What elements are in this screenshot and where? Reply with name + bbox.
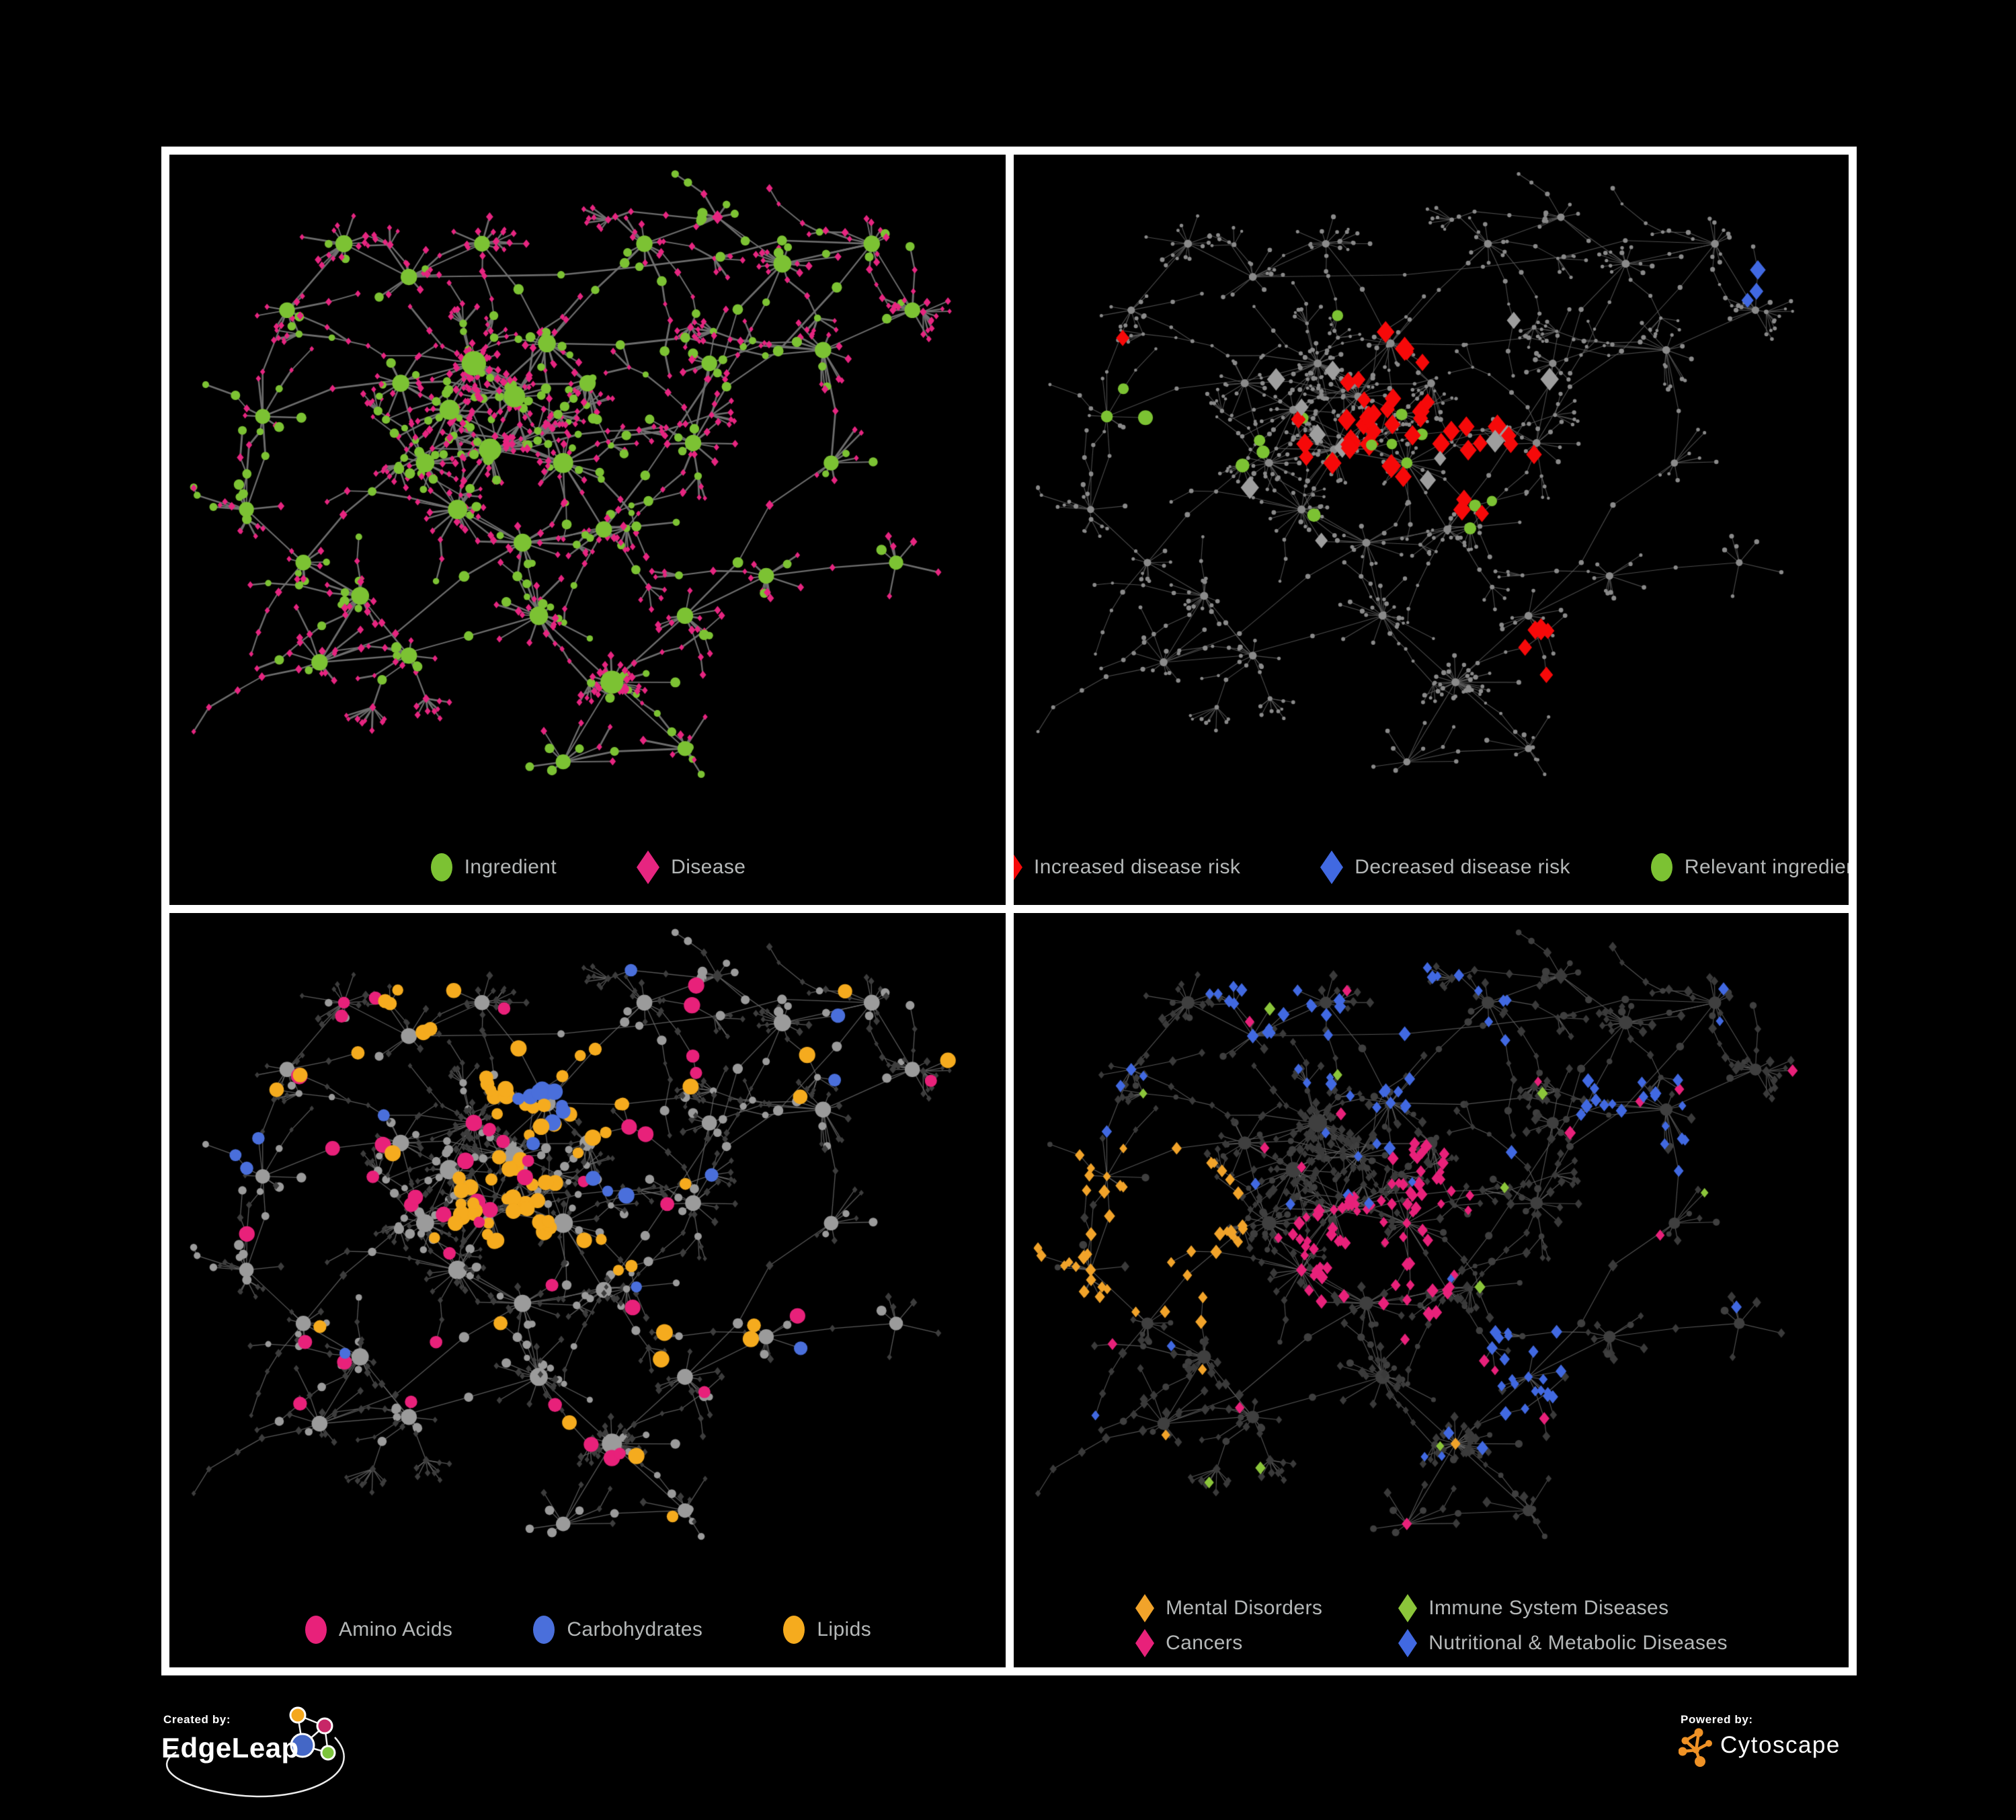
legend-nutrient-classes: Amino Acids Carbohydrates Lipids	[169, 1612, 1006, 1647]
legend-label: Increased disease risk	[1034, 856, 1241, 878]
legend-item-decreased-disease-risk: Decreased disease risk	[1320, 850, 1570, 885]
legend-item-ingredient: Ingredient	[430, 850, 557, 885]
legend-item-nutritional-metabolic-diseases: Nutritional & Metabolic Diseases	[1398, 1628, 1728, 1658]
edgeleap-logo-icon	[165, 1706, 345, 1798]
panel-ingredient-disease: Ingredient Disease	[169, 155, 1006, 905]
four-panel-frame: Ingredient Disease Increased disease risk…	[161, 147, 1857, 1675]
created-by-label: Created by:	[163, 1713, 231, 1726]
legend-ingredient-disease: Ingredient Disease	[169, 850, 1006, 885]
legend-disease-risk: Increased disease risk Decreased disease …	[1014, 850, 1849, 885]
legend-label: Carbohydrates	[567, 1618, 703, 1640]
mental-disorders-diamond-icon	[1135, 1594, 1155, 1622]
panel-disease-classes: Mental Disorders Cancers Immune System Dis…	[1014, 913, 1849, 1667]
legend-disease-classes: Mental Disorders Cancers Immune System Dis…	[1014, 1593, 1849, 1658]
network-canvas-disease-risk	[1014, 155, 1849, 905]
legend-item-mental-disorders: Mental Disorders	[1135, 1593, 1322, 1623]
legend-label: Disease	[671, 856, 746, 878]
legend-label: Lipids	[817, 1618, 872, 1640]
legend-item-carbohydrates: Carbohydrates	[532, 1612, 702, 1647]
network-canvas-disease-classes	[1014, 913, 1849, 1667]
ingredient-circle-icon	[430, 853, 452, 881]
amino-acids-circle-icon	[305, 1616, 327, 1644]
legend-label: Nutritional & Metabolic Diseases	[1428, 1632, 1728, 1654]
immune-system-diseases-diamond-icon	[1398, 1594, 1418, 1622]
relevant-ingredient-circle-icon	[1650, 853, 1672, 881]
cytoscape-wordmark: Cytoscape	[1720, 1732, 1841, 1758]
lipids-circle-icon	[783, 1616, 805, 1644]
panel-disease-risk: Increased disease risk Decreased disease …	[1014, 155, 1849, 905]
legend-label: Ingredient	[464, 856, 557, 878]
legend-label: Relevant ingredient	[1684, 856, 1849, 878]
disease-diamond-icon	[637, 850, 660, 884]
increased-disease-risk-diamond-icon	[1014, 854, 1022, 881]
legend-item-lipids: Lipids	[782, 1612, 871, 1647]
carbohydrates-circle-icon	[533, 1616, 555, 1644]
legend-item-disease: Disease	[636, 850, 745, 885]
network-canvas-ingredient-disease	[169, 155, 1006, 905]
powered-by-label: Powered by:	[1681, 1713, 1753, 1726]
legend-item-cancers: Cancers	[1135, 1628, 1322, 1658]
panel-nutrient-classes: Amino Acids Carbohydrates Lipids	[169, 913, 1006, 1667]
legend-label: Amino Acids	[338, 1618, 453, 1640]
edgeleap-branding: Created by: EdgeLeap	[161, 1706, 383, 1817]
edgeleap-wordmark: EdgeLeap	[161, 1732, 299, 1764]
cytoscape-branding: Powered by: Cytoscape	[1679, 1709, 1988, 1790]
nutritional-metabolic-diseases-diamond-icon	[1398, 1629, 1418, 1657]
legend-item-increased-disease-risk: Increased disease risk	[1014, 850, 1240, 885]
legend-label: Immune System Diseases	[1428, 1597, 1669, 1619]
legend-label: Cancers	[1166, 1632, 1243, 1654]
legend-item-relevant-ingredient: Relevant ingredient	[1650, 850, 1849, 885]
network-canvas-nutrient-classes	[169, 913, 1006, 1667]
legend-item-immune-system-diseases: Immune System Diseases	[1398, 1593, 1728, 1623]
legend-label: Mental Disorders	[1166, 1597, 1323, 1619]
legend-item-amino-acids: Amino Acids	[304, 1612, 452, 1647]
legend-label: Decreased disease risk	[1355, 856, 1570, 878]
decreased-disease-risk-diamond-icon	[1320, 850, 1344, 884]
cytoscape-logo-icon	[1679, 1728, 1712, 1767]
cancers-diamond-icon	[1135, 1629, 1155, 1657]
